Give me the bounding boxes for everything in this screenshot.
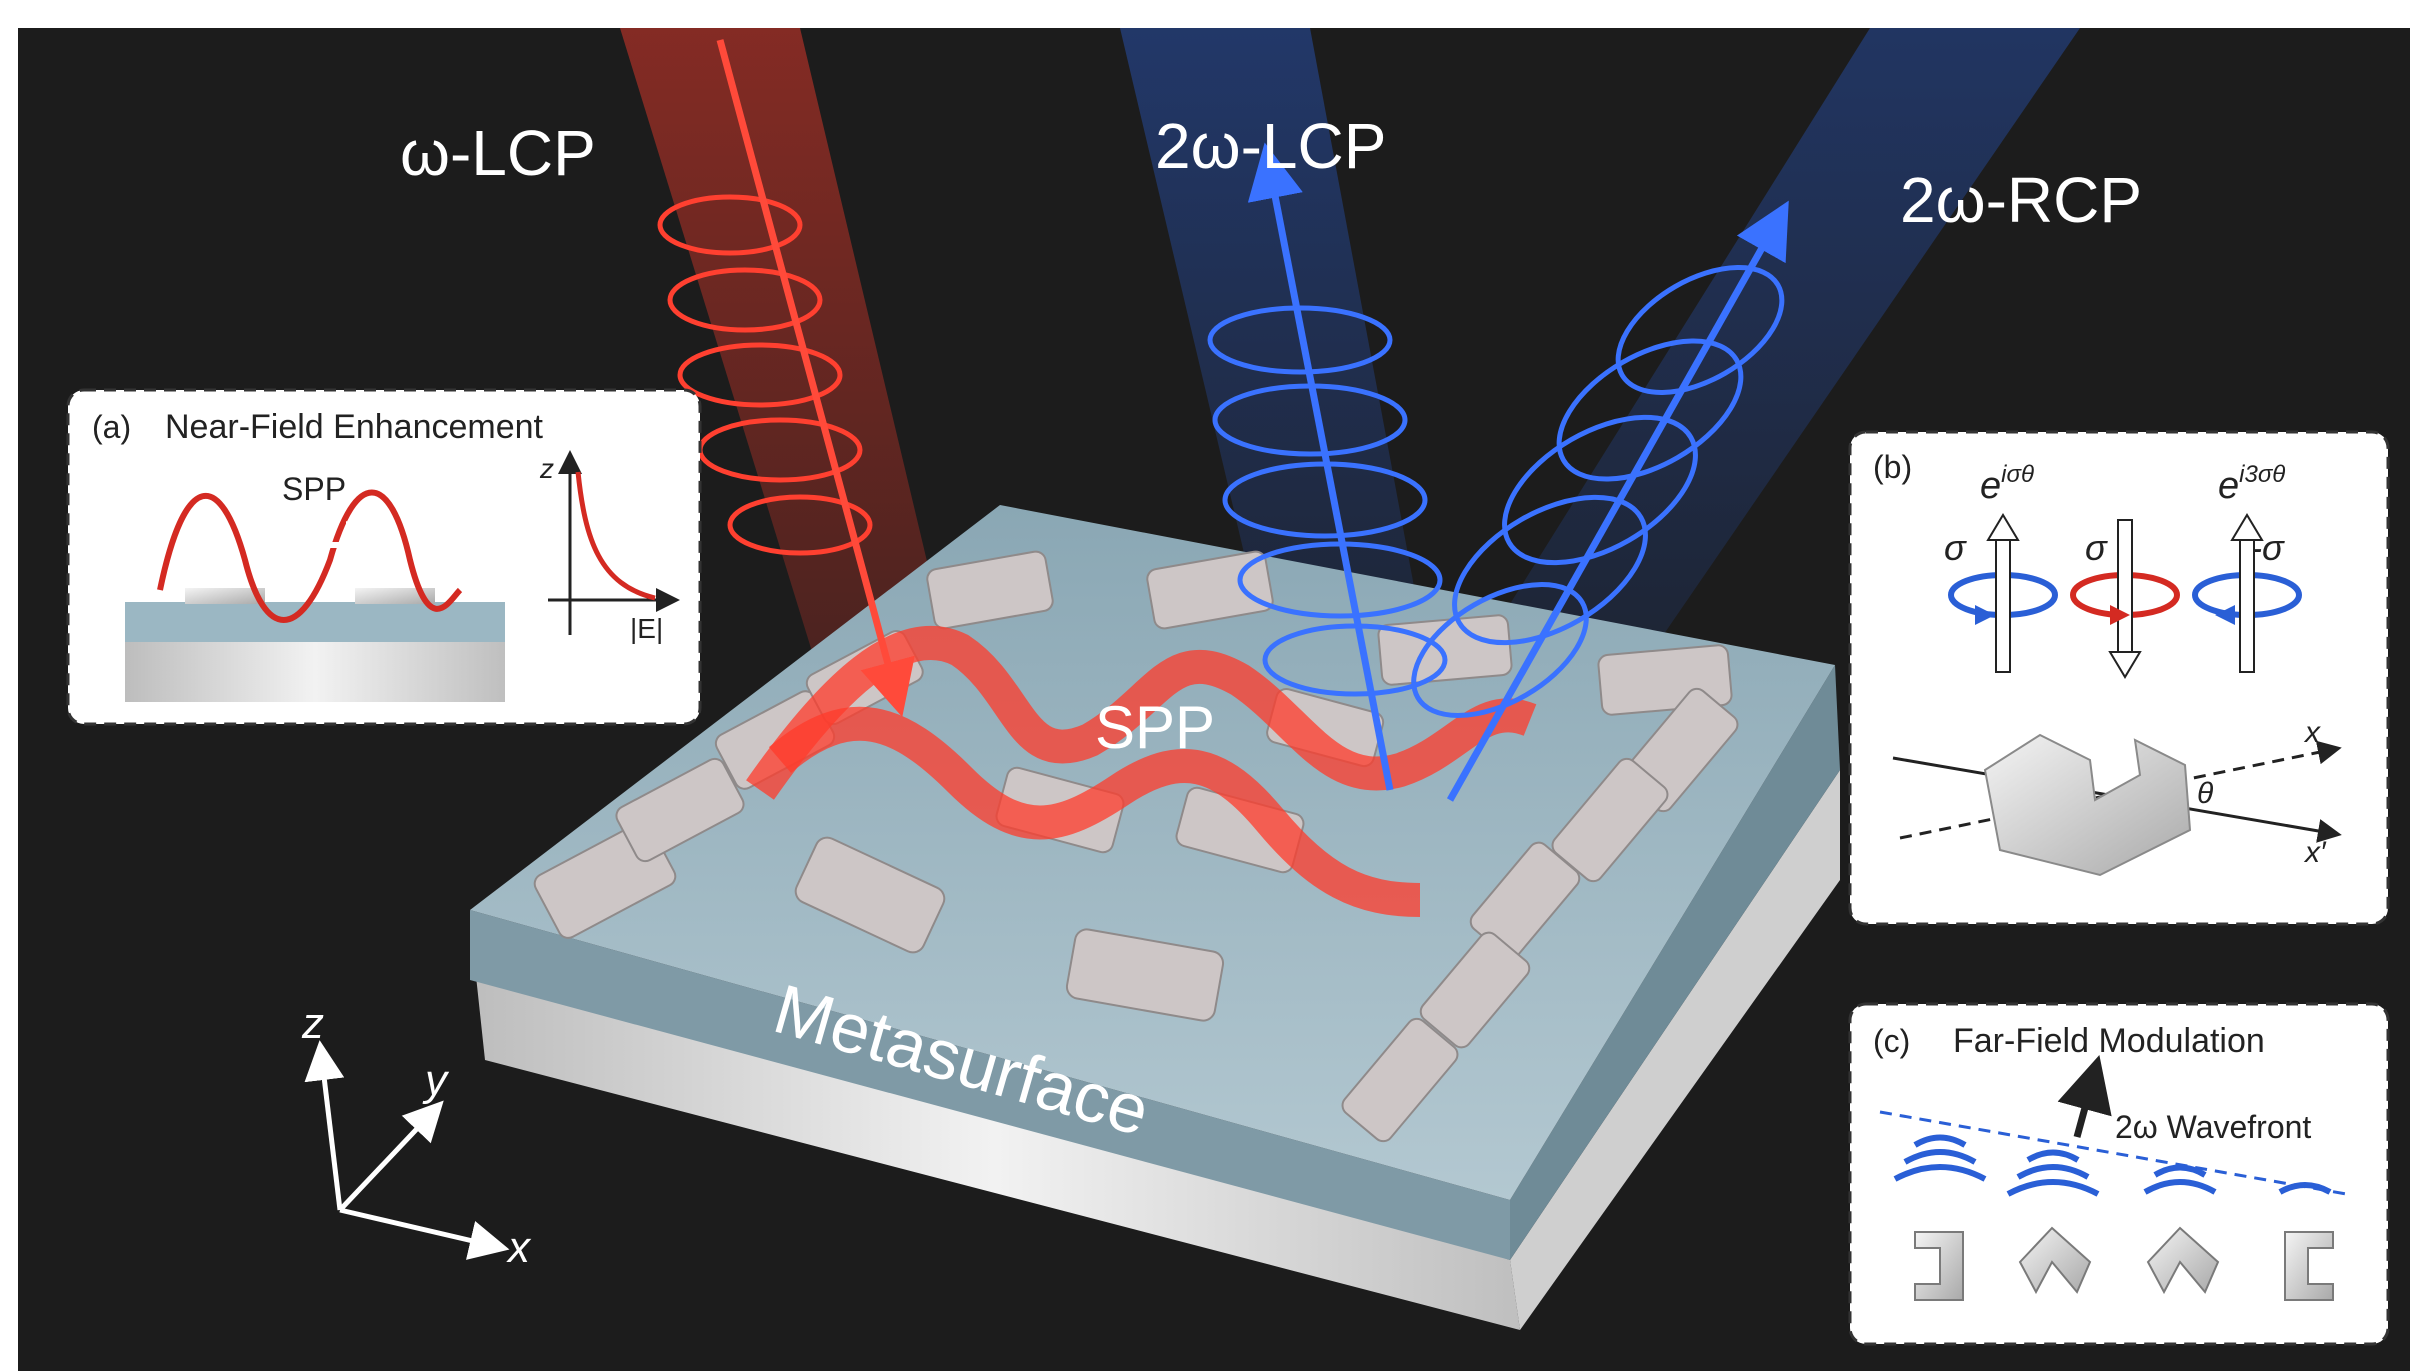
spin-dir-3 — [2215, 605, 2235, 625]
panel-b: (b) eiσθ ei3σθ σ σ -σ x x′ θ — [1848, 430, 2390, 926]
panel-b-tag: (b) — [1873, 449, 1912, 485]
phase-factor-2: ei3σθ — [2218, 461, 2285, 507]
spin-head-3 — [2230, 513, 2264, 541]
panel-a-title: Near-Field Enhancement — [165, 408, 544, 446]
nanostructure-u — [1983, 733, 2192, 877]
sigma-label-1: σ — [1944, 527, 1967, 568]
spin-bar-3 — [2239, 529, 2255, 673]
blue-rcp-arrow — [1446, 200, 1789, 802]
label-sh-lcp: 2ω-LCP — [1155, 110, 1386, 182]
sigma-label-2: σ — [2085, 527, 2108, 568]
label-incident-beam: ω-LCP — [400, 117, 596, 189]
coordinate-axes — [304, 1040, 510, 1260]
spp-field-curve — [157, 489, 463, 623]
metal-bar-right — [355, 588, 435, 604]
panel-b-theta-label: θ — [2197, 777, 2214, 810]
unit-cell-2 — [2018, 1226, 2092, 1295]
wavefront-arrow — [2057, 1054, 2112, 1138]
blue-beam-rcp — [1400, 28, 2080, 800]
blue-helix-rcp — [1411, 265, 1785, 718]
spin-bar-2 — [2117, 519, 2133, 663]
spp-wave — [746, 626, 1537, 917]
spin-bar-1 — [1995, 529, 2011, 673]
spin-dir-1 — [1975, 605, 1995, 625]
spin-head-1 — [1986, 513, 2020, 541]
decay-curve — [575, 471, 656, 601]
panel-a-tag: (a) — [92, 409, 131, 445]
panel-b-xprime-axis — [1899, 740, 2342, 840]
film-front — [470, 910, 1510, 1260]
decay-e-label: |E| — [630, 613, 663, 644]
substrate-block — [125, 640, 505, 702]
label-sh-rcp: 2ω-RCP — [1900, 164, 2142, 236]
phase-factor-1: eiσθ — [1980, 461, 2034, 507]
panel-c: (c) Far-Field Modulation 2ω Wavefront — [1848, 1002, 2390, 1346]
panel-b-xprime-label: x′ — [2303, 836, 2327, 869]
blue-lcp-arrow — [1247, 142, 1394, 791]
spin-head-2 — [2108, 651, 2142, 679]
axis-label-y: y — [422, 1056, 450, 1105]
metal-bar-left — [185, 588, 265, 604]
wave-emitters — [1893, 1134, 2332, 1197]
spin-dir-2 — [2110, 605, 2130, 625]
panel-a: (a) Near-Field Enhancement SPP z |E| — [66, 388, 702, 726]
panel-a-spp-label: SPP — [282, 471, 346, 507]
axis-label-z: z — [301, 999, 324, 1048]
panel-c-tag: (c) — [1873, 1023, 1910, 1059]
unit-cell-4 — [2284, 1231, 2334, 1301]
wavefront-label: 2ω Wavefront — [2115, 1109, 2311, 1145]
unit-cell-3 — [2146, 1226, 2220, 1295]
substrate-side — [1510, 770, 1840, 1330]
decay-z-label: z — [539, 453, 554, 484]
label-spp: SPP — [1095, 694, 1215, 761]
unit-cell-1 — [1914, 1231, 1964, 1301]
film-side — [1510, 665, 1840, 1260]
red-incident-arrow — [716, 39, 915, 718]
dielectric-layer — [125, 602, 505, 642]
panel-b-x-label: x — [2303, 716, 2321, 749]
axis-label-x: x — [506, 1223, 532, 1272]
panel-c-title: Far-Field Modulation — [1953, 1022, 2265, 1060]
